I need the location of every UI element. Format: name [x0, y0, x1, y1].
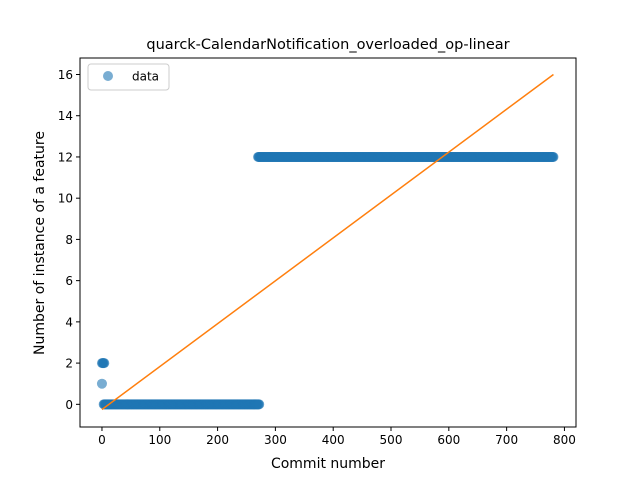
data-point [99, 358, 110, 369]
x-tick-label-0: 0 [98, 433, 106, 447]
x-tick-label-6: 600 [437, 433, 460, 447]
y-tick-label-8: 16 [58, 68, 73, 82]
data-point [254, 399, 265, 410]
axis-ticks: 0 100 200 300 400 500 600 700 800 0 2 4 6 8 10 12 14 16 [58, 68, 576, 447]
x-tick-label-7: 700 [495, 433, 518, 447]
y-tick-label-3: 6 [65, 274, 73, 288]
x-tick-label-4: 400 [322, 433, 345, 447]
x-tick-label-3: 300 [264, 433, 287, 447]
x-tick-label-5: 500 [380, 433, 403, 447]
x-tick-label-1: 100 [148, 433, 171, 447]
y-tick-label-0: 0 [65, 398, 73, 412]
axes-frame [79, 57, 577, 428]
y-tick-label-1: 2 [65, 357, 73, 371]
chart-title: quarck-CalendarNotification_overloaded_o… [146, 37, 509, 53]
data-point [548, 151, 559, 162]
legend: data [87, 63, 170, 91]
legend-label-data: data [132, 70, 159, 84]
data-point [96, 378, 107, 389]
y-tick-label-4: 8 [65, 233, 73, 247]
legend-marker [103, 71, 113, 81]
y-tick-label-2: 4 [65, 315, 73, 329]
fit-line [101, 73, 554, 411]
y-tick-label-7: 14 [58, 109, 73, 123]
y-tick-label-5: 10 [58, 192, 73, 206]
legend-box [87, 63, 170, 91]
x-tick-label-2: 200 [206, 433, 229, 447]
y-axis-title: Number of instance of a feature [32, 131, 48, 355]
x-axis-title: Commit number [271, 456, 385, 472]
plot-marks [96, 73, 559, 411]
x-tick-label-8: 800 [553, 433, 576, 447]
y-tick-label-6: 12 [58, 150, 73, 164]
